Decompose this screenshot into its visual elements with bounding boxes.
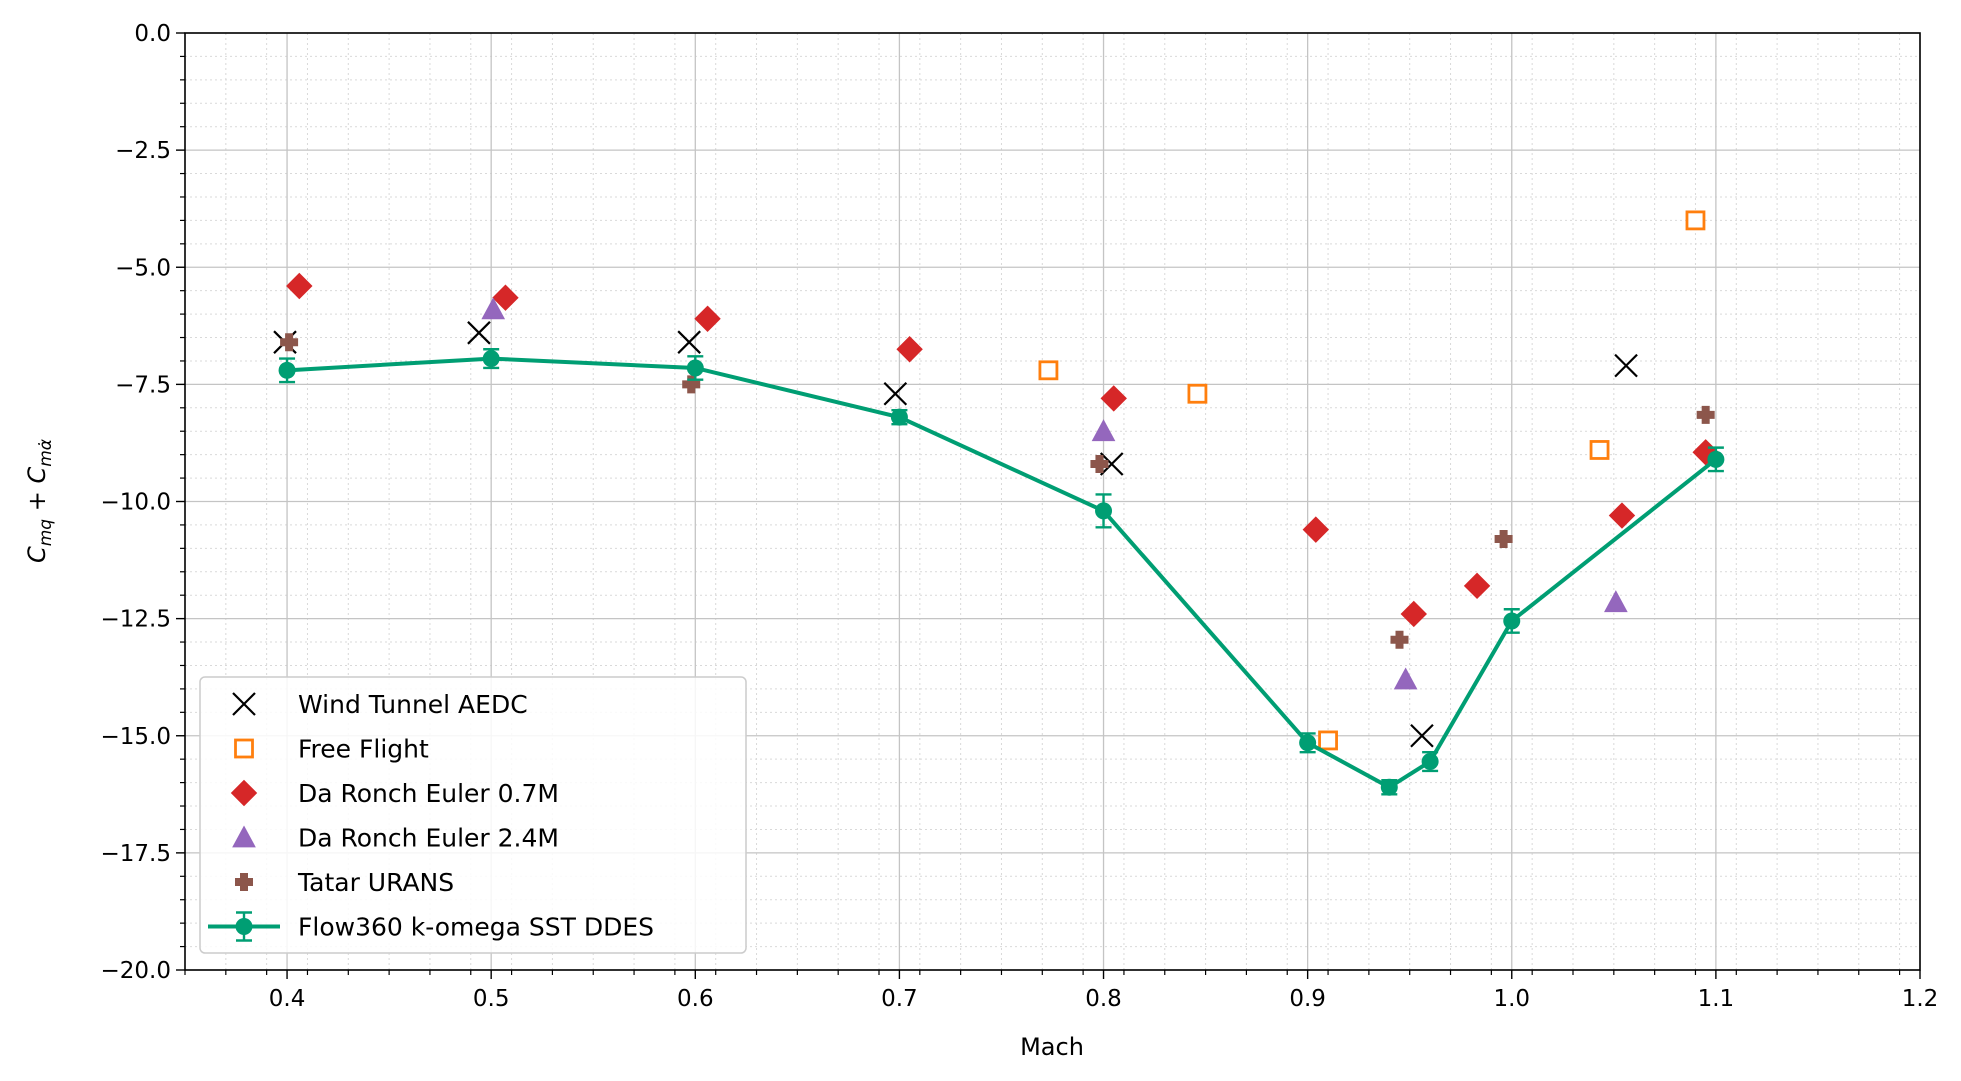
data-point bbox=[467, 321, 491, 345]
y-tick-label: 0.0 bbox=[134, 21, 171, 47]
legend-label: Tatar URANS bbox=[297, 868, 454, 897]
data-point bbox=[481, 297, 506, 320]
x-tick-label: 0.8 bbox=[1085, 986, 1122, 1012]
y-tick-label: −2.5 bbox=[115, 138, 171, 164]
data-point bbox=[1393, 667, 1418, 690]
data-point bbox=[694, 305, 721, 332]
data-point bbox=[890, 408, 908, 426]
x-tick-label: 1.2 bbox=[1902, 986, 1939, 1012]
data-point bbox=[1299, 734, 1317, 752]
y-tick-label: −20.0 bbox=[101, 958, 171, 984]
x-tick-label: 0.5 bbox=[473, 986, 510, 1012]
y-tick-label: −5.0 bbox=[115, 255, 171, 281]
data-point bbox=[1696, 405, 1715, 424]
data-point bbox=[1091, 419, 1116, 442]
legend-label: Da Ronch Euler 0.7M bbox=[298, 779, 559, 808]
legend: Wind Tunnel AEDC Free Flight Da Ronch Eule… bbox=[199, 676, 747, 954]
data-point bbox=[1095, 502, 1113, 520]
data-point bbox=[492, 284, 519, 311]
data-point bbox=[1421, 753, 1439, 771]
data-point bbox=[883, 381, 908, 406]
x-tick-label: 0.6 bbox=[677, 986, 714, 1012]
data-point bbox=[1494, 529, 1513, 548]
data-point bbox=[1318, 730, 1338, 751]
y-tick-label: −7.5 bbox=[115, 372, 171, 398]
minor-grid bbox=[184, 33, 1920, 970]
legend-marker bbox=[230, 779, 258, 807]
data-point bbox=[896, 336, 923, 363]
series-tatar-urans bbox=[280, 333, 1715, 649]
data-point bbox=[1614, 353, 1638, 378]
data-point bbox=[1380, 778, 1398, 796]
legend-label: Free Flight bbox=[298, 735, 429, 764]
data-point bbox=[677, 330, 701, 354]
data-point bbox=[1463, 572, 1491, 600]
x-tick-label: 0.7 bbox=[881, 986, 918, 1012]
legend-marker bbox=[235, 918, 253, 935]
data-point bbox=[1400, 600, 1427, 628]
y-tick-label: −15.0 bbox=[101, 724, 171, 750]
series-flow360-k-omega-sst-ddes bbox=[278, 348, 1725, 796]
legend-marker bbox=[232, 692, 256, 716]
y-tick-label: −10.0 bbox=[101, 490, 171, 516]
data-point bbox=[1608, 502, 1636, 529]
data-point bbox=[1604, 590, 1628, 613]
data-point bbox=[278, 361, 296, 379]
legend-marker bbox=[232, 825, 256, 848]
series-da-ronch-euler-2-4m bbox=[481, 297, 1628, 690]
series-da-ronch-euler-0-7m bbox=[286, 272, 1719, 628]
data-point bbox=[1302, 516, 1330, 543]
legend-label: Da Ronch Euler 2.4M bbox=[298, 824, 559, 853]
data-point bbox=[482, 350, 500, 368]
data-point bbox=[1187, 383, 1208, 404]
x-tick-label: 0.9 bbox=[1289, 986, 1326, 1012]
series-layer bbox=[273, 210, 1725, 796]
data-point bbox=[286, 272, 313, 300]
data-point bbox=[1410, 723, 1434, 748]
data-point bbox=[1685, 210, 1706, 231]
data-point bbox=[1589, 440, 1610, 460]
legend-box bbox=[199, 676, 747, 954]
axis-ticks: 0.4 0.5 0.6 0.7 0.8 0.9 1.0 1.1 1.2 0.0 −2.5 −5.0 −7… bbox=[101, 21, 1939, 1012]
series-free-flight bbox=[1038, 210, 1706, 751]
legend-marker bbox=[234, 738, 254, 759]
y-tick-label: −12.5 bbox=[101, 607, 171, 633]
data-point bbox=[1390, 630, 1409, 649]
data-point bbox=[1100, 385, 1127, 412]
data-point bbox=[686, 359, 704, 377]
legend-label: Wind Tunnel AEDC bbox=[298, 690, 528, 719]
legend-marker bbox=[235, 873, 253, 891]
y-tick-label: −17.5 bbox=[101, 841, 171, 867]
flow360-line bbox=[286, 356, 1718, 790]
data-point bbox=[682, 375, 701, 394]
data-point bbox=[1090, 455, 1109, 474]
data-point bbox=[1038, 360, 1059, 381]
x-tick-label: 0.4 bbox=[269, 986, 306, 1012]
x-tick-label: 1.0 bbox=[1493, 986, 1530, 1012]
data-point bbox=[280, 333, 299, 352]
x-tick-label: 1.1 bbox=[1698, 986, 1735, 1012]
x-axis-label: Mach bbox=[1020, 1033, 1084, 1061]
data-point bbox=[1707, 450, 1725, 468]
legend-label: Flow360 k-omega SST DDES bbox=[298, 913, 654, 942]
data-point bbox=[1099, 452, 1124, 476]
data-point bbox=[1503, 612, 1521, 630]
